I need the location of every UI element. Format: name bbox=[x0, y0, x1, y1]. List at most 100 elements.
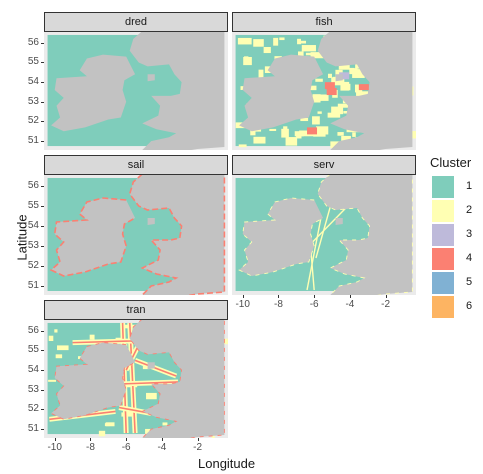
cluster-2-cell bbox=[327, 73, 332, 78]
cluster-2-cell bbox=[341, 135, 351, 142]
cluster-2-cell bbox=[48, 335, 54, 342]
coastal-cluster-band bbox=[49, 197, 136, 277]
land-mass bbox=[50, 320, 225, 438]
coastal-cluster-band bbox=[129, 320, 225, 438]
legend-label: 1 bbox=[466, 180, 473, 192]
cluster-2-cell bbox=[54, 329, 58, 333]
legend-label: 3 bbox=[466, 228, 473, 240]
legend-key bbox=[432, 272, 454, 294]
legend-item: 1 bbox=[430, 174, 473, 198]
y-tick-label: 53 bbox=[27, 95, 39, 107]
y-tick-label: 55 bbox=[27, 56, 39, 68]
cluster-2-cell bbox=[281, 128, 289, 138]
y-tick-label: 51 bbox=[27, 423, 39, 435]
y-tick-label: 51 bbox=[27, 280, 39, 291]
land-mass bbox=[51, 32, 225, 150]
legend-label: 5 bbox=[466, 276, 473, 288]
x-tick-mark bbox=[314, 295, 316, 298]
x-tick-mark bbox=[278, 295, 280, 298]
facet-strip-sail: sail bbox=[44, 155, 228, 175]
x-tick-mark bbox=[197, 438, 199, 441]
facet-strip-tran: tran bbox=[44, 300, 228, 320]
legend-item: 4 bbox=[430, 246, 473, 270]
cluster-2-cell bbox=[250, 130, 256, 136]
x-tick-mark bbox=[90, 438, 92, 441]
y-tick-mark bbox=[41, 82, 44, 84]
y-tick-label: 54 bbox=[27, 220, 39, 231]
cluster-2-cell bbox=[253, 39, 264, 47]
facet-sail: sail bbox=[44, 155, 228, 295]
cluster-2-cell bbox=[340, 83, 351, 91]
cluster-2-cell bbox=[296, 131, 302, 139]
cluster-2-cell bbox=[315, 78, 323, 82]
map-panel-dred bbox=[44, 32, 228, 150]
cluster-2-cell bbox=[48, 379, 56, 382]
y-tick-mark bbox=[41, 62, 44, 64]
cluster-2-cell bbox=[300, 134, 314, 137]
land-polygon bbox=[129, 175, 225, 295]
cluster-2-cell bbox=[337, 132, 344, 136]
x-tick-mark bbox=[126, 438, 128, 441]
cluster-2-cell bbox=[258, 69, 264, 79]
cluster-2-cell bbox=[142, 365, 150, 370]
cluster-2-cell bbox=[352, 69, 365, 78]
y-axis-title: Latitude bbox=[14, 214, 30, 261]
cluster-2-cell bbox=[331, 106, 344, 115]
y-tick-label: 56 bbox=[27, 36, 39, 48]
cluster-2-cell bbox=[285, 137, 298, 146]
facet-tran: tran bbox=[44, 300, 228, 438]
facet-dred: dred bbox=[44, 12, 228, 150]
y-tick-label: 53 bbox=[27, 383, 39, 395]
cluster-2-cell bbox=[299, 130, 309, 136]
land-polygon bbox=[129, 32, 225, 150]
cluster-2-cell bbox=[312, 94, 321, 103]
land-polygon bbox=[147, 218, 155, 225]
legend-label: 4 bbox=[466, 252, 473, 264]
cluster-2-cell bbox=[253, 136, 266, 144]
y-tick-label: 56 bbox=[27, 180, 39, 191]
cluster-2-cell bbox=[243, 56, 252, 66]
facet-fish: fish bbox=[232, 12, 416, 150]
y-tick-mark bbox=[41, 350, 44, 352]
legend-key bbox=[432, 224, 454, 246]
y-tick-mark bbox=[41, 101, 44, 103]
x-tick-label: -6 bbox=[309, 299, 319, 310]
x-tick-label: -4 bbox=[345, 299, 355, 310]
cluster-2-cell bbox=[330, 141, 340, 149]
legend-key bbox=[432, 248, 454, 270]
legend-item: 3 bbox=[430, 222, 473, 246]
x-tick-label: -4 bbox=[157, 442, 167, 453]
land-polygon bbox=[147, 362, 155, 370]
facet-strip-dred: dred bbox=[44, 12, 228, 32]
cluster-hotspot-cell bbox=[358, 84, 369, 91]
x-axis-title: Longitude bbox=[198, 456, 256, 471]
cluster-2-cell bbox=[319, 94, 329, 101]
map-panel-fish bbox=[232, 32, 416, 150]
legend-item: 2 bbox=[430, 198, 472, 222]
cluster-hotspot-cell bbox=[339, 72, 350, 80]
x-tick-label: -10 bbox=[235, 299, 250, 310]
facet-strip-fish: fish bbox=[232, 12, 416, 32]
land-polygon bbox=[335, 74, 343, 82]
cluster-2-cell bbox=[55, 354, 63, 359]
land-polygon bbox=[51, 54, 136, 132]
cluster-2-cell bbox=[98, 430, 106, 437]
y-tick-mark bbox=[41, 286, 44, 287]
y-tick-mark bbox=[41, 370, 44, 372]
land-polygon bbox=[51, 342, 136, 420]
cluster-2-cell bbox=[263, 47, 271, 54]
land-mass bbox=[238, 175, 413, 295]
coastal-cluster-band bbox=[238, 197, 324, 277]
x-tick-mark bbox=[385, 295, 387, 298]
service-route bbox=[306, 215, 323, 291]
y-tick-label: 55 bbox=[27, 200, 39, 211]
land-polygon bbox=[239, 54, 324, 132]
shipping-route-core bbox=[134, 359, 177, 377]
cluster-hotspot-cell bbox=[324, 82, 335, 90]
map-panel-sail bbox=[44, 175, 228, 295]
y-tick-mark bbox=[41, 409, 44, 411]
y-tick-mark bbox=[41, 266, 44, 267]
cluster-2-cell bbox=[349, 67, 355, 75]
cluster-2-cell bbox=[145, 428, 152, 434]
cluster-2-cell bbox=[237, 37, 252, 45]
